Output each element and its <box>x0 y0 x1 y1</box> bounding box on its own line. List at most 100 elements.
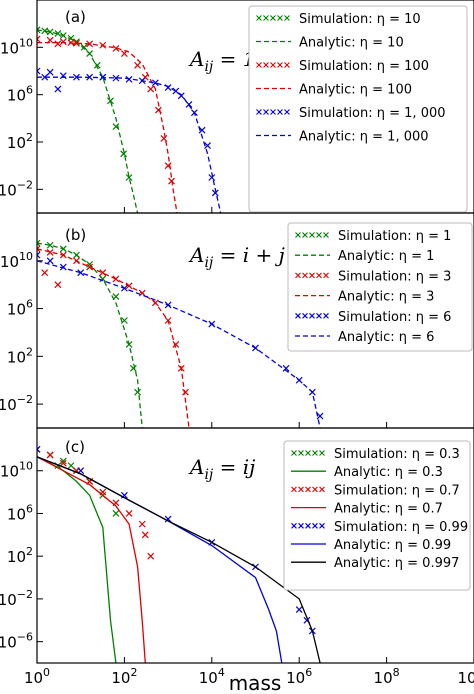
data-point <box>46 68 54 76</box>
data-point <box>54 85 62 93</box>
legend-label: Analytic: η = 0.99 <box>334 538 451 553</box>
marker-stroke <box>46 28 54 36</box>
legend-marker <box>298 486 304 493</box>
legend-marker <box>263 62 269 68</box>
legend-label: Simulation: η = 1, 000 <box>299 106 446 121</box>
data-point <box>160 135 168 142</box>
data-point <box>46 28 54 36</box>
y-tick-label: 10−2 <box>0 178 33 199</box>
data-point <box>134 61 141 69</box>
panel-label: (a) <box>65 8 86 26</box>
legend-marker <box>309 232 315 238</box>
legend-marker <box>256 15 262 21</box>
legend-entry: Simulation: η = 1 <box>295 229 451 244</box>
legend-marker <box>256 109 262 115</box>
marker-stroke <box>147 552 155 560</box>
data-point <box>93 61 101 69</box>
marker-stroke <box>37 247 41 253</box>
marker-stroke <box>37 448 41 453</box>
legend-label: Analytic: η = 0.997 <box>334 556 459 571</box>
marker-stroke <box>73 39 80 47</box>
data-point <box>125 174 133 181</box>
legend-entry: Simulation: η = 1, 000 <box>256 106 446 121</box>
x-tick-label: 100 <box>24 666 50 687</box>
panel-annotation: Aij = i + j <box>188 243 285 271</box>
marker-stroke <box>67 462 75 470</box>
x-tick-label: 106 <box>286 666 312 687</box>
marker-stroke <box>37 445 41 451</box>
series-line <box>37 41 178 213</box>
legend-label: Analytic: η = 10 <box>299 36 404 51</box>
marker-stroke <box>46 241 54 249</box>
data-point <box>134 388 141 396</box>
marker-stroke <box>303 616 311 624</box>
series-line <box>37 456 117 663</box>
legend-marker <box>298 450 304 456</box>
legend-entry: Analytic: η = 0.7 <box>291 502 443 517</box>
legend: Simulation: η = 1 Analytic: η = 1 Simulati… <box>287 222 473 352</box>
marker-stroke <box>177 92 185 100</box>
marker-stroke <box>295 606 303 614</box>
data-point <box>41 269 49 277</box>
legend-marker <box>298 522 304 529</box>
data-point <box>208 174 216 181</box>
legend-marker <box>309 312 315 319</box>
marker-stroke <box>37 245 41 250</box>
series-line <box>37 242 143 428</box>
data-point <box>37 239 41 247</box>
data-point <box>80 43 88 51</box>
marker-stroke <box>141 531 149 539</box>
legend-marker <box>263 15 269 21</box>
data-point <box>37 26 41 34</box>
marker-stroke <box>112 74 120 82</box>
data-point <box>37 445 41 453</box>
marker-stroke <box>107 97 114 105</box>
data-point <box>46 451 54 459</box>
legend: Simulation: η = 0.3 Analytic: η = 0.3 Simu… <box>283 440 471 591</box>
legend-marker <box>312 450 318 456</box>
marker-stroke <box>37 254 41 259</box>
marker-stroke <box>41 73 49 81</box>
x-axis-label: mass <box>229 671 282 694</box>
marker-stroke <box>37 38 41 43</box>
data-point <box>112 74 120 82</box>
legend-label: Simulation: η = 0.7 <box>334 483 460 498</box>
y-tick-label: 106 <box>7 298 33 319</box>
data-point <box>46 257 54 265</box>
legend-entry: Analytic: η = 0.3 <box>291 465 443 480</box>
marker-stroke <box>112 510 120 517</box>
data-point <box>54 281 62 289</box>
legend-marker <box>277 15 283 21</box>
data-point <box>77 269 85 277</box>
data-point <box>37 245 41 253</box>
legend-label: Analytic: η = 100 <box>299 83 412 98</box>
data-point <box>204 142 211 149</box>
marker-stroke <box>41 269 49 277</box>
panel-3: 1010 106 102 10−2 10−6 100 102 104 106 108 1010 (c)… <box>0 427 474 687</box>
data-point <box>59 457 67 465</box>
marker-stroke <box>37 70 41 75</box>
data-point <box>73 73 80 81</box>
panel-label: (b) <box>65 226 86 244</box>
legend-marker <box>284 109 290 115</box>
legend-entry: Simulation: η = 100 <box>256 59 429 74</box>
marker-stroke <box>198 126 206 134</box>
y-tick-label: 102 <box>7 545 33 566</box>
legend-marker <box>302 232 308 238</box>
marker-stroke <box>59 38 67 46</box>
data-point <box>54 29 62 37</box>
data-point <box>67 462 75 470</box>
panel-label: (c) <box>65 438 85 456</box>
data-point <box>147 552 155 560</box>
legend-entry: Analytic: η = 100 <box>256 83 412 98</box>
marker-stroke <box>160 135 168 142</box>
legend-label: Simulation: η = 0.3 <box>334 447 460 462</box>
marker-stroke <box>99 269 107 277</box>
data-point <box>129 364 137 372</box>
legend-marker <box>291 450 297 456</box>
x-tick-label: 104 <box>199 666 225 687</box>
marker-stroke <box>151 79 159 87</box>
data-point <box>107 97 114 105</box>
